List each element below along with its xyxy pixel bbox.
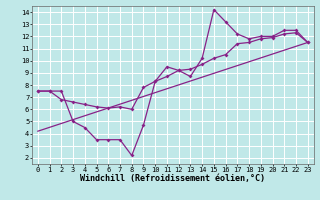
X-axis label: Windchill (Refroidissement éolien,°C): Windchill (Refroidissement éolien,°C): [80, 174, 265, 183]
